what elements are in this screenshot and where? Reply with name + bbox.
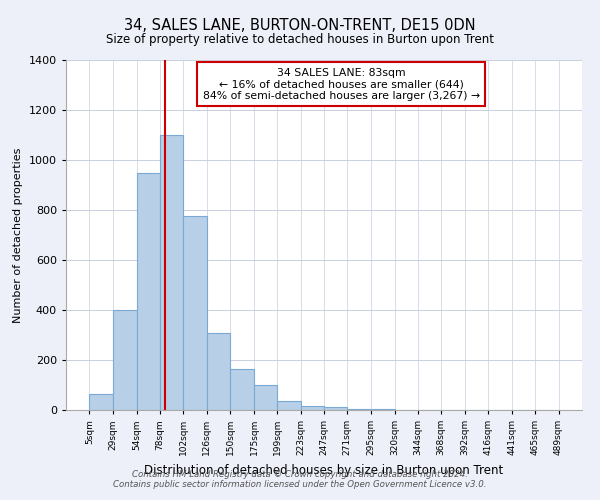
X-axis label: Distribution of detached houses by size in Burton upon Trent: Distribution of detached houses by size …	[145, 464, 503, 476]
Bar	[89, 394, 113, 410]
Bar	[347, 409, 371, 410]
Bar	[301, 406, 324, 410]
Y-axis label: Number of detached properties: Number of detached properties	[13, 148, 23, 322]
Text: Size of property relative to detached houses in Burton upon Trent: Size of property relative to detached ho…	[106, 32, 494, 46]
Bar	[277, 400, 301, 410]
Bar	[113, 310, 137, 410]
Bar	[254, 385, 277, 410]
Bar	[230, 369, 254, 410]
Bar	[371, 409, 395, 410]
Bar	[137, 172, 160, 410]
Text: 34, SALES LANE, BURTON-ON-TRENT, DE15 0DN: 34, SALES LANE, BURTON-ON-TRENT, DE15 0D…	[124, 18, 476, 32]
Text: 34 SALES LANE: 83sqm
← 16% of detached houses are smaller (644)
84% of semi-deta: 34 SALES LANE: 83sqm ← 16% of detached h…	[203, 68, 480, 100]
Bar	[324, 407, 347, 410]
Bar	[160, 135, 184, 410]
Text: Contains HM Land Registry data © Crown copyright and database right 2024.
Contai: Contains HM Land Registry data © Crown c…	[113, 470, 487, 489]
Bar	[207, 332, 230, 410]
Bar	[184, 216, 207, 410]
